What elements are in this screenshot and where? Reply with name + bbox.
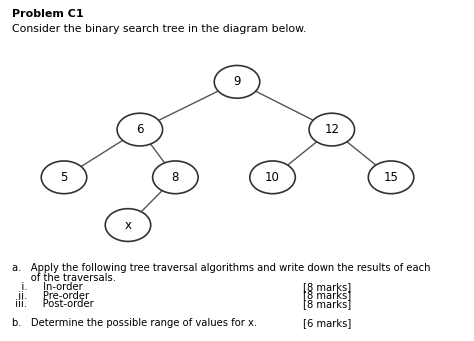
Text: 15: 15 [383,171,399,184]
Text: 10: 10 [265,171,280,184]
Text: of the traversals.: of the traversals. [12,273,116,283]
Text: Consider the binary search tree in the diagram below.: Consider the binary search tree in the d… [12,24,306,34]
Text: 12: 12 [324,123,339,136]
Circle shape [368,161,414,194]
Text: 5: 5 [60,171,68,184]
Text: 8: 8 [172,171,179,184]
Text: [8 marks]: [8 marks] [303,282,352,292]
Text: [8 marks]: [8 marks] [303,291,352,300]
Text: Problem C1: Problem C1 [12,9,83,18]
Circle shape [117,113,163,146]
Circle shape [105,209,151,241]
Text: iii.     Post-order: iii. Post-order [12,299,93,309]
Text: ii.     Pre-order: ii. Pre-order [12,291,89,300]
Text: x: x [125,219,131,232]
Circle shape [214,65,260,98]
Text: 9: 9 [233,75,241,88]
Text: [8 marks]: [8 marks] [303,299,352,309]
Circle shape [153,161,198,194]
Text: [6 marks]: [6 marks] [303,318,352,328]
Text: i.     In-order: i. In-order [12,282,82,292]
Circle shape [41,161,87,194]
Text: 6: 6 [136,123,144,136]
Text: b.   Determine the possible range of values for x.: b. Determine the possible range of value… [12,318,257,328]
Circle shape [309,113,355,146]
Text: a.   Apply the following tree traversal algorithms and write down the results of: a. Apply the following tree traversal al… [12,263,430,272]
Circle shape [250,161,295,194]
